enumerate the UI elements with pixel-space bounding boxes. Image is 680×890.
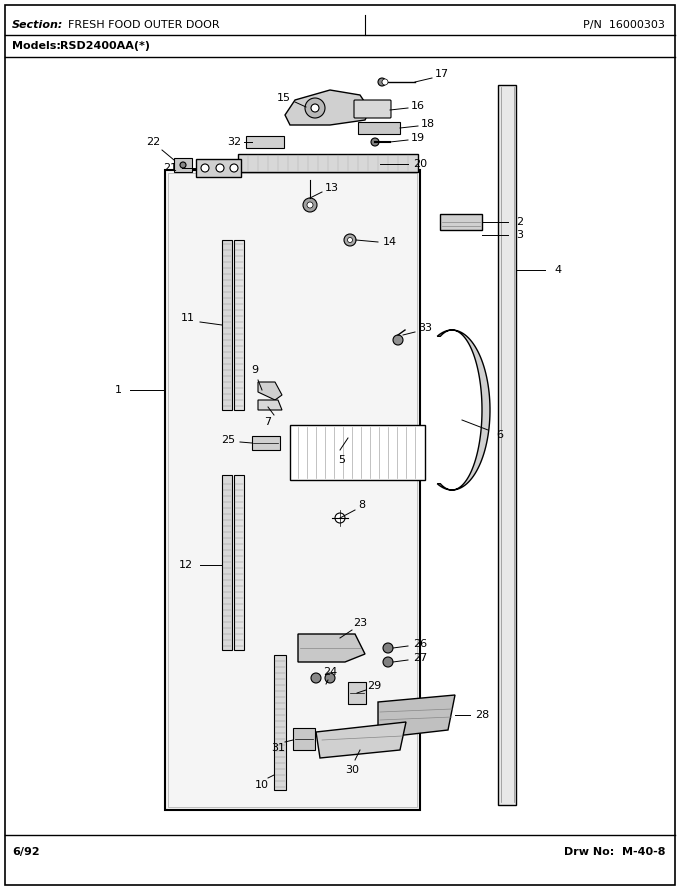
Text: FRESH FOOD OUTER DOOR: FRESH FOOD OUTER DOOR	[68, 20, 220, 30]
Text: 7: 7	[265, 417, 271, 427]
Circle shape	[201, 164, 209, 172]
Circle shape	[311, 104, 319, 112]
Polygon shape	[258, 400, 282, 410]
Text: 31: 31	[271, 743, 285, 753]
Polygon shape	[165, 170, 420, 810]
Circle shape	[378, 78, 386, 86]
Text: 25: 25	[221, 435, 235, 445]
Text: 4: 4	[554, 265, 562, 275]
Text: 18: 18	[421, 119, 435, 129]
Text: 5: 5	[339, 455, 345, 465]
Text: 23: 23	[353, 618, 367, 628]
Bar	[234, 240, 244, 410]
Bar	[252, 436, 280, 450]
Text: 17: 17	[435, 69, 449, 79]
Circle shape	[371, 138, 379, 146]
Text: 29: 29	[367, 681, 381, 691]
Text: 32: 32	[227, 137, 241, 147]
Text: 15: 15	[277, 93, 291, 103]
Text: 26: 26	[413, 639, 427, 649]
Circle shape	[305, 98, 325, 118]
Text: 20: 20	[413, 159, 427, 169]
Text: 8: 8	[358, 500, 366, 510]
Circle shape	[382, 79, 388, 85]
Text: 3: 3	[517, 230, 524, 240]
Text: 2: 2	[516, 217, 524, 227]
Text: RSD2400AA(*): RSD2400AA(*)	[60, 41, 150, 51]
Circle shape	[347, 238, 352, 242]
Text: 27: 27	[413, 653, 427, 663]
Circle shape	[344, 234, 356, 246]
Text: 24: 24	[323, 667, 337, 677]
Text: Drw No:  M-40-8: Drw No: M-40-8	[564, 847, 665, 857]
FancyBboxPatch shape	[354, 100, 391, 118]
Bar	[238, 154, 418, 172]
Circle shape	[216, 164, 224, 172]
Text: 22: 22	[146, 137, 160, 147]
Polygon shape	[258, 382, 282, 400]
Circle shape	[325, 673, 335, 683]
Text: Models:: Models:	[12, 41, 61, 51]
Circle shape	[311, 673, 321, 683]
Text: P/N  16000303: P/N 16000303	[583, 20, 665, 30]
Circle shape	[307, 202, 313, 208]
Text: 16: 16	[411, 101, 425, 111]
Bar	[222, 475, 232, 650]
Text: 28: 28	[475, 710, 489, 720]
Bar	[234, 475, 244, 650]
Bar	[222, 240, 232, 410]
Circle shape	[393, 335, 403, 345]
Text: Section:: Section:	[12, 20, 63, 30]
Bar	[293, 728, 315, 750]
Circle shape	[230, 164, 238, 172]
Bar	[358, 122, 400, 134]
Bar	[196, 159, 241, 177]
Bar	[440, 214, 482, 230]
Bar	[290, 425, 425, 480]
Text: 6/92: 6/92	[12, 847, 39, 857]
Text: 6: 6	[496, 430, 503, 440]
Polygon shape	[285, 90, 370, 125]
Polygon shape	[298, 634, 365, 662]
Polygon shape	[378, 695, 455, 738]
Bar	[174, 158, 192, 172]
Circle shape	[383, 657, 393, 667]
Text: 33: 33	[418, 323, 432, 333]
Bar	[348, 682, 366, 704]
Circle shape	[303, 198, 317, 212]
Circle shape	[383, 643, 393, 653]
Circle shape	[335, 513, 345, 523]
Text: 1: 1	[114, 385, 122, 395]
Circle shape	[180, 162, 186, 168]
Text: 13: 13	[325, 183, 339, 193]
Polygon shape	[316, 722, 406, 758]
Text: 30: 30	[345, 765, 359, 775]
Bar	[498, 85, 516, 805]
Text: 19: 19	[411, 133, 425, 143]
Text: 11: 11	[181, 313, 195, 323]
Bar	[246, 136, 284, 148]
Polygon shape	[437, 330, 490, 490]
Text: 12: 12	[179, 560, 193, 570]
Text: 21: 21	[163, 163, 177, 173]
Text: 14: 14	[383, 237, 397, 247]
Text: 9: 9	[252, 365, 258, 375]
Text: 10: 10	[255, 780, 269, 790]
Bar	[168, 173, 417, 807]
Bar	[274, 655, 286, 790]
